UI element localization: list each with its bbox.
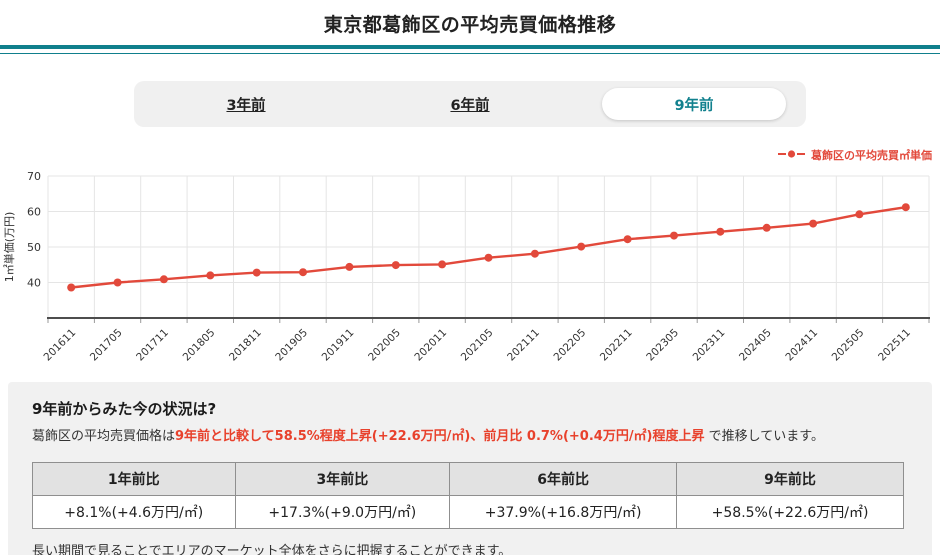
comparison-table-header-row: 1年前比 3年前比 6年前比 9年前比 [32,461,904,496]
chart-legend[interactable]: 葛飾区の平均売買㎡単価 [0,147,932,163]
svg-text:50: 50 [27,241,41,254]
header-1year: 1年前比 [32,461,236,496]
chart-canvas[interactable]: 40 50 60 70 1㎡単価(万円) 201611 201705 201711 201805… [0,164,940,362]
svg-text:202505: 202505 [830,327,867,362]
summary-text: 葛飾区の平均売買価格は9年前と比較して58.5%程度上昇(+22.6万円/㎡)、… [32,428,904,447]
summary-panel: 9年前からみた今の状況は? 葛飾区の平均売買価格は9年前と比較して58.5%程度… [8,382,932,555]
page-title: 東京都葛飾区の平均売買価格推移 [323,14,617,36]
svg-text:202405: 202405 [737,327,774,362]
svg-text:202305: 202305 [644,327,681,362]
svg-text:202211: 202211 [598,327,635,362]
title-divider [0,45,940,54]
legend-label: 葛飾区の平均売買㎡単価 [811,149,932,162]
summary-note: 長い期間で見ることでエリアのマーケット全体をさらに把握することができます。 [32,543,512,555]
page-header: 東京都葛飾区の平均売買価格推移 [0,0,940,54]
svg-text:201611: 201611 [41,327,78,362]
summary-lead: 葛飾区の平均売買価格は [32,429,176,444]
value-3year: +17.3%(+9.0万円/㎡) [234,494,451,529]
header-6year: 6年前比 [449,461,678,496]
svg-text:201705: 201705 [88,327,125,362]
comparison-table-value-row: +8.1%(+4.6万円/㎡) +17.3%(+9.0万円/㎡) +37.9%(… [32,494,904,529]
period-tabbar: 3年前 6年前 9年前 [134,81,806,127]
svg-text:1㎡単価(万円): 1㎡単価(万円) [2,212,16,283]
tab-cell-9years: 9年前 [582,88,806,120]
legend-line-dot-icon [778,149,805,162]
value-1year: +8.1%(+4.6万円/㎡) [32,494,236,529]
svg-text:201805: 201805 [181,327,218,362]
tab-cell-6years: 6年前 [358,94,582,115]
svg-text:40: 40 [27,276,41,289]
price-trend-chart[interactable]: 40 50 60 70 1㎡単価(万円) 201611 201705 201711 201805… [0,164,940,362]
svg-text:202411: 202411 [783,327,820,362]
summary-heading: 9年前からみた今の状況は? [32,400,217,418]
tab-3years[interactable]: 3年前 [226,97,266,114]
tab-9years-selected[interactable]: 9年前 [602,88,786,120]
tab-cell-3years: 3年前 [134,94,358,115]
value-9year: +58.5%(+22.6万円/㎡) [676,494,904,529]
svg-text:70: 70 [27,170,41,183]
svg-text:202111: 202111 [505,327,542,362]
svg-text:202205: 202205 [551,327,588,362]
summary-highlight: 9年前と比較して58.5%程度上昇(+22.6万円/㎡)、前月比 0.7%(+0… [175,429,705,444]
value-6year: +37.9%(+16.8万円/㎡) [449,494,678,529]
svg-text:201911: 201911 [320,327,357,362]
tab-6years[interactable]: 6年前 [450,97,490,114]
svg-text:202511: 202511 [876,327,913,362]
header-3year: 3年前比 [234,461,451,496]
comparison-table: 1年前比 3年前比 6年前比 9年前比 +8.1%(+4.6万円/㎡) +17.… [32,461,904,529]
svg-text:202105: 202105 [459,327,496,362]
svg-text:202011: 202011 [412,327,449,362]
divider-thin-line [0,53,940,54]
summary-tail: で推移しています。 [704,429,824,444]
svg-text:60: 60 [27,205,41,218]
divider-thick-line [0,45,940,49]
svg-text:201711: 201711 [134,327,171,362]
svg-text:201905: 201905 [273,327,310,362]
header-9year: 9年前比 [676,461,904,496]
svg-text:202005: 202005 [366,327,403,362]
svg-text:201811: 201811 [227,327,264,362]
svg-text:202311: 202311 [691,327,728,362]
